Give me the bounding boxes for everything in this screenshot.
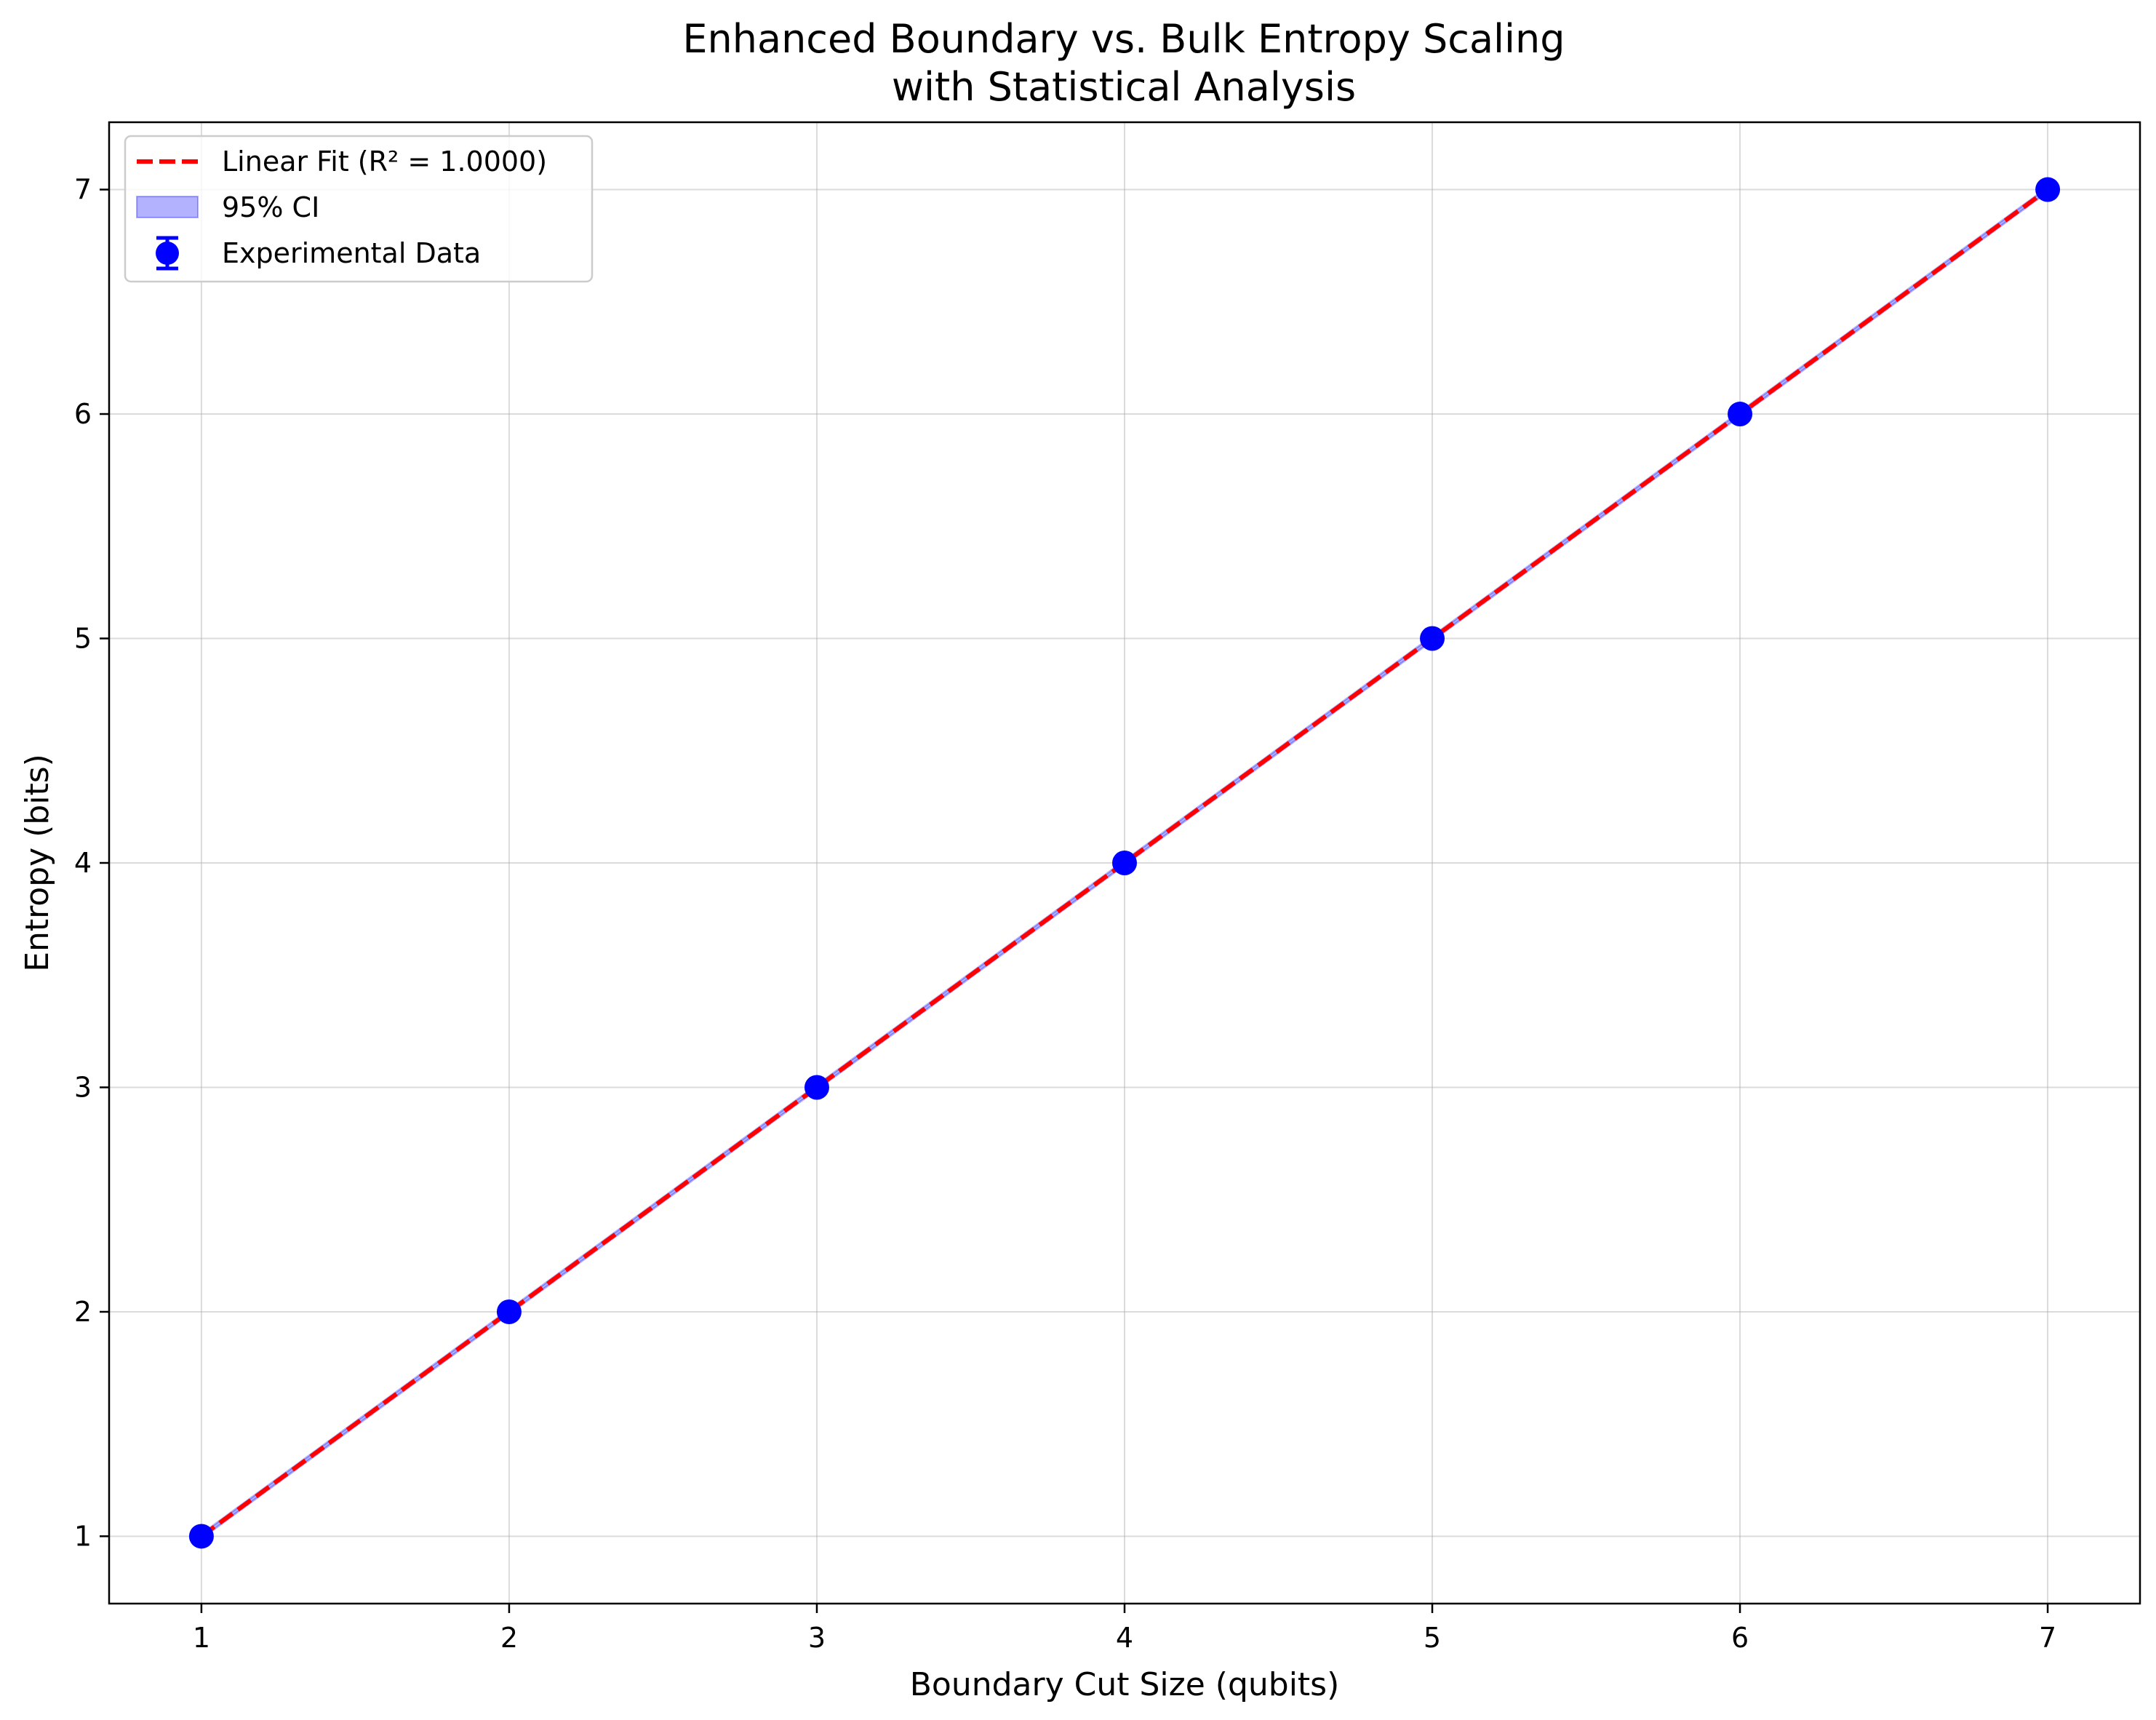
x-tick-label: 1 <box>193 1622 210 1654</box>
data-point <box>1112 851 1137 875</box>
data-point <box>804 1075 829 1100</box>
x-tick-label: 5 <box>1424 1622 1441 1654</box>
legend[interactable]: Linear Fit (R² = 1.0000) 95% CI Experime… <box>124 135 594 283</box>
chart-title: Enhanced Boundary vs. Bulk Entropy Scali… <box>682 16 1565 62</box>
x-tick-label: 6 <box>1731 1622 1749 1654</box>
x-axis-ticks: 1 2 3 4 5 6 7 <box>193 1604 2056 1654</box>
legend-ci-swatch <box>136 196 199 218</box>
chart-subtitle: with Statistical Analysis <box>892 64 1356 110</box>
data-point <box>1420 626 1445 651</box>
y-axis-ticks: 1 2 3 4 5 6 7 <box>74 174 109 1552</box>
data-point <box>496 1299 522 1324</box>
legend-label-ci: 95% CI <box>222 191 319 223</box>
y-tick-label: 7 <box>74 174 92 206</box>
x-tick-label: 3 <box>808 1622 826 1654</box>
y-tick-label: 2 <box>74 1296 92 1328</box>
legend-marker-swatch <box>156 236 179 271</box>
data-point <box>2035 177 2061 202</box>
legend-label-linear-fit: Linear Fit (R² = 1.0000) <box>222 146 547 178</box>
y-tick-label: 1 <box>74 1520 92 1552</box>
y-axis-label: Entropy (bits) <box>19 754 56 972</box>
legend-label-experimental-data: Experimental Data <box>222 237 481 269</box>
legend-box <box>124 135 594 283</box>
y-tick-label: 4 <box>74 847 92 879</box>
data-point <box>1728 402 1753 427</box>
y-tick-label: 3 <box>74 1071 92 1103</box>
x-axis-label: Boundary Cut Size (qubits) <box>910 1666 1340 1703</box>
x-tick-label: 4 <box>1116 1622 1133 1654</box>
x-tick-label: 2 <box>500 1622 518 1654</box>
data-points <box>188 177 2061 1549</box>
x-tick-label: 7 <box>2039 1622 2056 1654</box>
data-point <box>188 1524 214 1549</box>
y-tick-label: 5 <box>74 623 92 655</box>
y-tick-label: 6 <box>74 398 92 430</box>
